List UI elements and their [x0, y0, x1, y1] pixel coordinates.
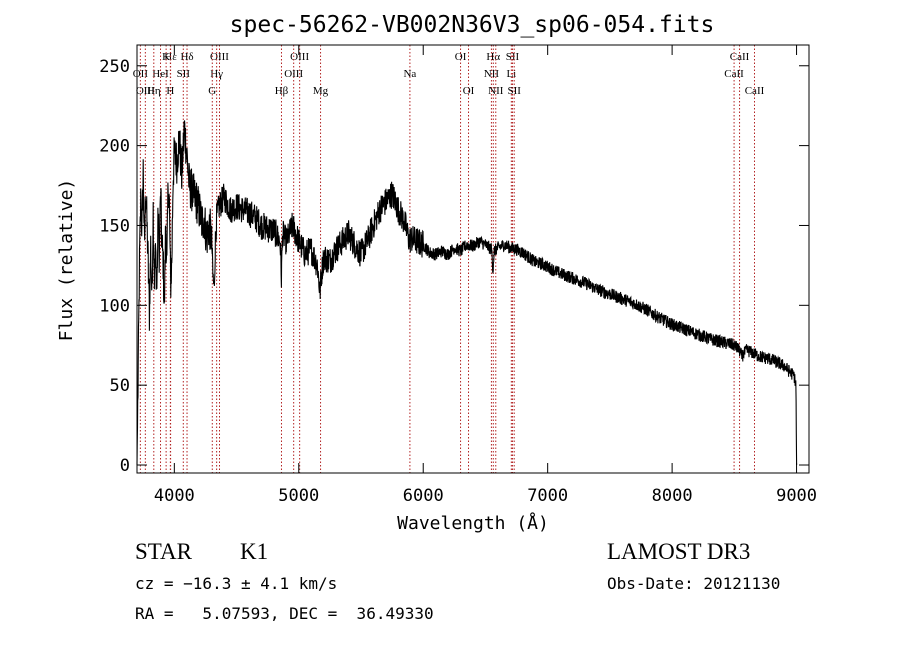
line-label-Hδ: Hδ: [180, 51, 193, 63]
line-label-H: H: [166, 85, 174, 97]
x-tick-label: 4000: [154, 486, 195, 506]
line-label-Mg: Mg: [313, 85, 329, 97]
line-label-OIII-a: OIII: [210, 51, 229, 63]
observation-date: Obs-Date: 20121130: [607, 574, 781, 593]
x-tick-label: 6000: [403, 486, 444, 506]
line-label-K: K: [162, 51, 170, 63]
line-label-Hγ: Hγ: [210, 68, 223, 80]
line-label-OI-a: OI: [455, 51, 467, 63]
y-tick-label: 100: [99, 296, 130, 316]
spectrum-series-line: [136, 120, 798, 466]
y-tick-label: 250: [99, 57, 130, 77]
line-label-SII-b: SII: [177, 68, 191, 80]
x-tick-label: 7000: [527, 486, 568, 506]
y-tick-label: 0: [120, 456, 130, 476]
line-label-Hη: Hη: [147, 85, 161, 97]
line-label-G: G: [208, 85, 216, 97]
line-label-CaII-b: CaII: [724, 68, 744, 80]
x-tick-label: 8000: [652, 486, 693, 506]
line-label-OI-b: OI: [463, 85, 475, 97]
plot-frame: [136, 44, 810, 474]
object-class: STAR: [135, 539, 192, 564]
x-axis-label: Wavelength (Å): [397, 512, 549, 534]
line-label-OII: OII: [133, 68, 149, 80]
chart-title: spec-56262-VB002N36V3_sp06-054.fits: [230, 12, 715, 38]
line-label-NII-a: NII: [484, 68, 500, 80]
x-tick-label: 5000: [278, 486, 319, 506]
line-label-NII-b: NII: [488, 85, 504, 97]
survey-name: LAMOST DR3: [607, 539, 751, 564]
y-axis-label: Flux (relative): [56, 179, 77, 342]
object-subclass: K1: [240, 539, 269, 564]
line-label-SII-c: SII: [507, 85, 521, 97]
coordinates-line: RA = 5.07593, DEC = 36.49330: [135, 604, 434, 623]
y-tick-label: 150: [99, 216, 130, 236]
x-tick-label: 9000: [776, 486, 817, 506]
line-label-HeI: HeI: [152, 68, 169, 80]
line-label-OIII-c: OIII: [284, 68, 303, 80]
line-label-SII-a: SII: [506, 51, 520, 63]
line-label-Hα: Hα: [486, 51, 500, 63]
line-label-CaII-a: CaII: [730, 51, 750, 63]
spectrum-chart: spec-56262-VB002N36V3_sp06-054.fits HεK H…: [56, 12, 817, 534]
axis-ticks: 4000 5000 6000 7000 8000 9000 0 50 100 150 200 250: [99, 45, 817, 506]
line-label-OIII-b: OIII: [290, 51, 309, 63]
line-label-OIII-d: OIII: [136, 85, 155, 97]
redshift-line: cz = −16.3 ± 4.1 km/s: [135, 574, 338, 593]
line-label-Hβ: Hβ: [275, 85, 289, 97]
line-label-Na: Na: [403, 68, 416, 80]
y-tick-label: 200: [99, 137, 130, 157]
line-label-CaII-c: CaII: [745, 85, 765, 97]
line-label-Li: Li: [506, 68, 516, 80]
y-tick-label: 50: [110, 376, 130, 396]
